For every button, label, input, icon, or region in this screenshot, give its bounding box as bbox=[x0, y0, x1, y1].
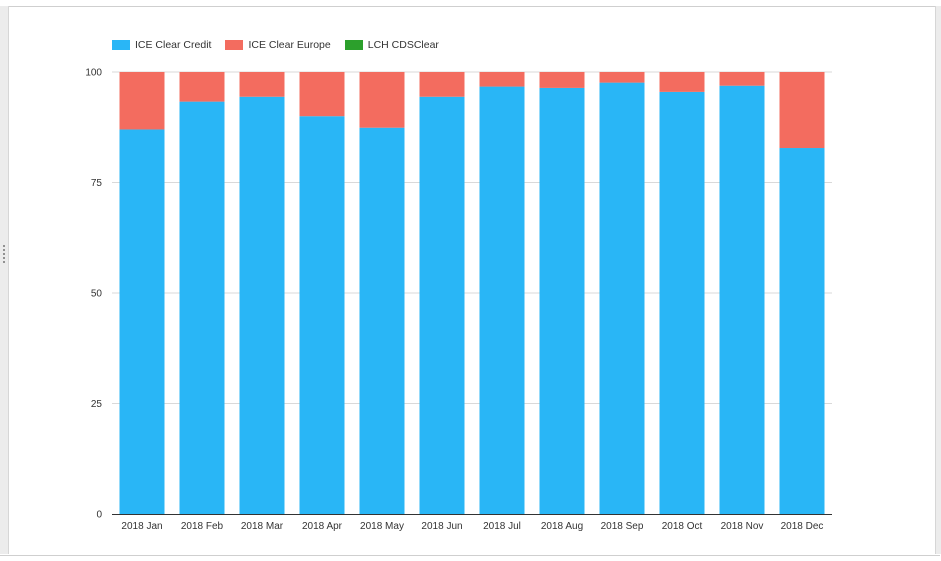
right-border bbox=[935, 6, 941, 554]
bar-segment-ice-clear-credit[interactable] bbox=[719, 85, 765, 515]
legend-swatch bbox=[225, 40, 244, 50]
bar-segment-ice-clear-europe[interactable] bbox=[419, 72, 465, 97]
legend-swatch bbox=[112, 40, 130, 50]
x-tick-label: 2018 Dec bbox=[781, 521, 824, 532]
bar-segment-ice-clear-credit[interactable] bbox=[419, 96, 465, 514]
x-tick-label: 2018 Mar bbox=[241, 521, 284, 532]
bar-segment-ice-clear-europe[interactable] bbox=[719, 72, 765, 86]
x-tick-label: 2018 May bbox=[360, 521, 404, 532]
bar-segment-ice-clear-credit[interactable] bbox=[779, 148, 825, 515]
x-tick-label: 2018 Apr bbox=[302, 521, 343, 532]
x-tick-label: 2018 Jan bbox=[121, 521, 162, 532]
bar-segment-ice-clear-credit[interactable] bbox=[239, 96, 285, 514]
legend-item-lch-cdsclear[interactable]: LCH CDSClear bbox=[344, 39, 439, 51]
bar-segment-ice-clear-credit[interactable] bbox=[299, 116, 345, 514]
bar-segment-ice-clear-credit[interactable] bbox=[479, 86, 525, 514]
resize-rail[interactable] bbox=[0, 6, 9, 554]
x-tick-label: 2018 Feb bbox=[181, 521, 224, 532]
x-tick-label: 2018 Nov bbox=[721, 521, 764, 532]
y-tick-label: 0 bbox=[96, 510, 102, 521]
x-tick-label: 2018 Jun bbox=[421, 521, 462, 532]
bar-segment-ice-clear-europe[interactable] bbox=[179, 72, 225, 102]
bar-segment-ice-clear-credit[interactable] bbox=[119, 129, 165, 514]
legend-swatch bbox=[344, 40, 363, 50]
x-tick-label: 2018 Oct bbox=[662, 521, 703, 532]
bar-segment-ice-clear-europe[interactable] bbox=[539, 72, 585, 88]
legend-label: ICE Clear Europe bbox=[248, 39, 331, 51]
legend-label: ICE Clear Credit bbox=[135, 39, 212, 51]
legend-label: LCH CDSClear bbox=[367, 39, 439, 51]
bar-segment-ice-clear-europe[interactable] bbox=[299, 72, 345, 117]
bar-segment-ice-clear-europe[interactable] bbox=[599, 72, 645, 83]
resize-grip-icon[interactable] bbox=[2, 244, 6, 264]
x-tick-label: 2018 Aug bbox=[541, 521, 583, 532]
y-tick-label: 50 bbox=[91, 289, 103, 300]
bar-segment-ice-clear-credit[interactable] bbox=[659, 91, 705, 514]
legend-item-ice-clear-europe[interactable]: ICE Clear Europe bbox=[225, 39, 331, 51]
bar-segment-ice-clear-credit[interactable] bbox=[359, 127, 405, 514]
y-tick-label: 75 bbox=[91, 178, 103, 189]
chart-legend: ICE Clear Credit ICE Clear Europe LCH CD… bbox=[112, 37, 453, 53]
bar-segment-ice-clear-europe[interactable] bbox=[119, 72, 165, 130]
bar-segment-ice-clear-europe[interactable] bbox=[659, 72, 705, 92]
legend-item-ice-clear-credit[interactable]: ICE Clear Credit bbox=[112, 39, 211, 51]
bar-segment-ice-clear-credit[interactable] bbox=[179, 101, 225, 514]
bar-segment-ice-clear-credit[interactable] bbox=[599, 82, 645, 514]
y-tick-label: 100 bbox=[85, 68, 102, 79]
x-tick-label: 2018 Jul bbox=[483, 521, 521, 532]
bar-segment-ice-clear-europe[interactable] bbox=[359, 72, 405, 128]
bar-segment-ice-clear-europe[interactable] bbox=[479, 72, 525, 87]
bar-segment-ice-clear-europe[interactable] bbox=[779, 72, 825, 149]
bar-segment-ice-clear-europe[interactable] bbox=[239, 72, 285, 97]
bar-segment-ice-clear-credit[interactable] bbox=[539, 87, 585, 515]
x-tick-label: 2018 Sep bbox=[601, 521, 644, 532]
y-tick-label: 25 bbox=[91, 399, 103, 410]
